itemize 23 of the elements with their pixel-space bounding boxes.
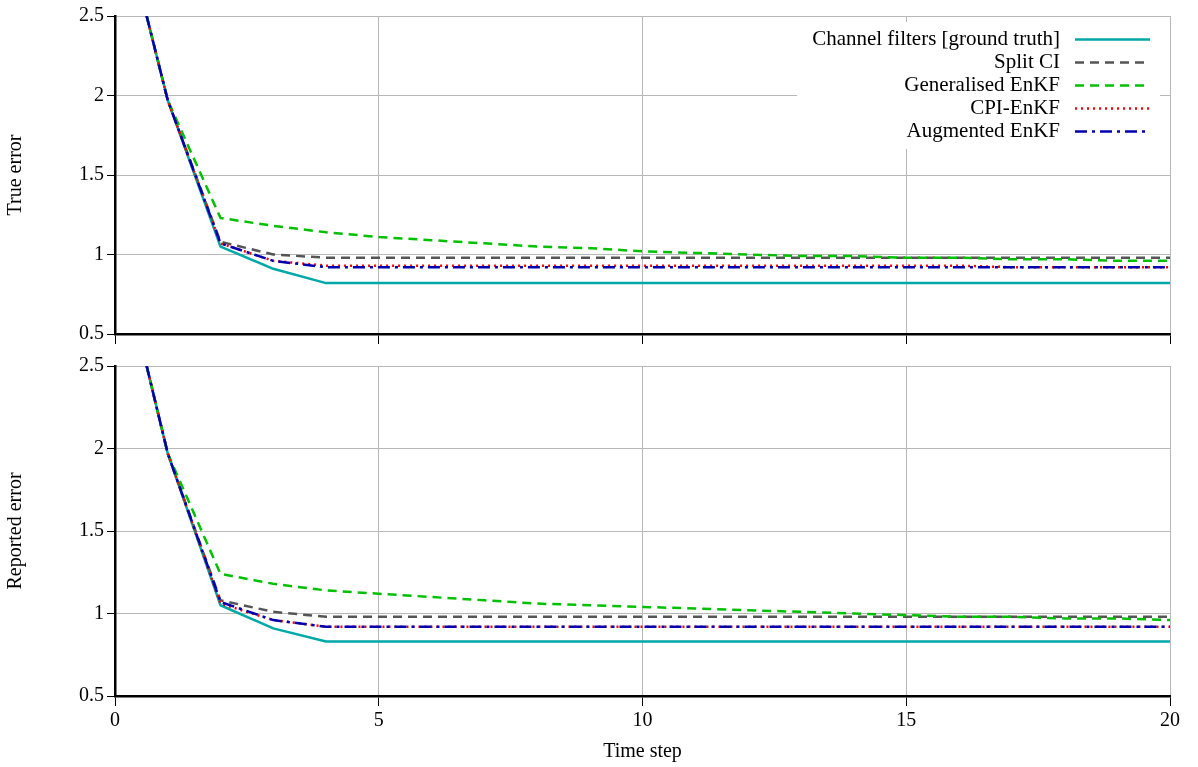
y-tick-label: 1.5 xyxy=(79,162,104,185)
y-tick-label: 0.5 xyxy=(79,321,104,344)
y-tick-label: 2 xyxy=(94,82,104,105)
legend-label: Augmented EnKF xyxy=(906,118,1060,143)
y-tick-label: 1 xyxy=(94,241,104,264)
legend-label: Split CI xyxy=(994,49,1060,74)
y-tick-label: 2.5 xyxy=(79,353,104,376)
x-tick-label: 20 xyxy=(1160,708,1180,731)
y-tick-label: 2.5 xyxy=(79,3,104,26)
x-tick-label: 15 xyxy=(896,708,917,731)
legend-label: Channel filters [ground truth] xyxy=(812,26,1060,51)
y-tick-label: 2 xyxy=(94,435,104,458)
legend-label: Generalised EnKF xyxy=(904,72,1060,97)
legend-label: CPI-EnKF xyxy=(970,95,1060,120)
x-tick-label: 10 xyxy=(632,708,653,731)
y-tick-label: 0.5 xyxy=(79,683,104,706)
y-axis-title: Reported error xyxy=(3,472,27,590)
y-tick-label: 1 xyxy=(94,600,104,623)
y-axis-title: True error xyxy=(3,134,26,216)
x-tick-label: 5 xyxy=(373,708,384,731)
y-tick-label: 1.5 xyxy=(79,518,104,541)
x-tick-label: 0 xyxy=(110,708,120,731)
x-axis-title: Time step xyxy=(603,739,682,763)
